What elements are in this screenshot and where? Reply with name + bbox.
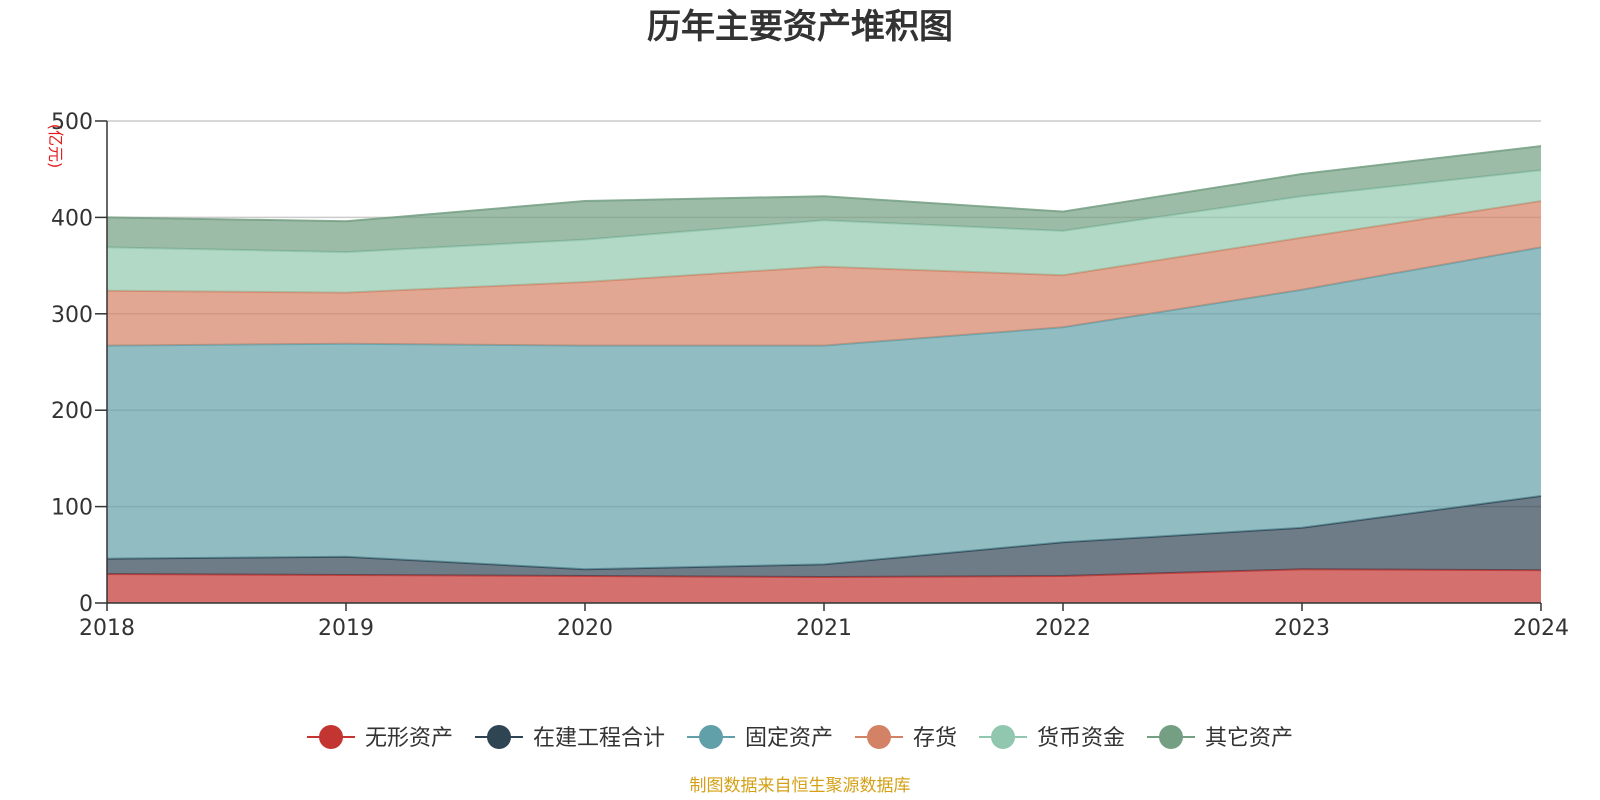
- legend-label: 其它资产: [1205, 726, 1293, 751]
- y-tick-label: 200: [51, 399, 93, 424]
- legend-marker-dot: [1159, 725, 1183, 749]
- data-point-5-3[interactable]: [821, 193, 827, 199]
- legend-item-2[interactable]: 固定资产: [687, 725, 833, 751]
- legend-item-4[interactable]: 货币资金: [979, 725, 1125, 751]
- y-axis-unit-label: (亿元): [46, 124, 65, 169]
- stacked-areas: [106, 143, 1544, 603]
- legend-marker-dot: [867, 725, 891, 749]
- legend-item-3[interactable]: 存货: [855, 725, 957, 751]
- area-series-1[interactable]: [107, 496, 1541, 577]
- data-point-5-5[interactable]: [1299, 171, 1305, 177]
- axes: 0 100 200 300 400 500 2018 2019 2020 2021 2022 2023…: [51, 110, 1569, 641]
- x-tick-label: 2024: [1513, 616, 1569, 641]
- legend-label: 在建工程合计: [533, 726, 665, 751]
- y-tick-label: 500: [51, 110, 93, 135]
- legend-marker-dot: [699, 725, 723, 749]
- area-series-0[interactable]: [107, 569, 1541, 603]
- data-point-5-1[interactable]: [343, 218, 349, 224]
- legend-item-0[interactable]: 无形资产: [307, 725, 453, 751]
- legend-label: 存货: [913, 726, 957, 751]
- data-point-5-4[interactable]: [1060, 209, 1066, 215]
- x-tick-label: 2020: [557, 616, 613, 641]
- legend-marker-dot: [487, 725, 511, 749]
- x-tick-label: 2022: [1035, 616, 1091, 641]
- area-series-4[interactable]: [107, 170, 1541, 293]
- y-tick-label: 0: [79, 592, 93, 617]
- legend-marker-dot: [319, 725, 343, 749]
- data-source-note: 制图数据来自恒生聚源数据库: [690, 776, 911, 796]
- legend-label: 无形资产: [365, 726, 453, 751]
- area-series-5[interactable]: [107, 146, 1541, 253]
- area-series-5-line: [106, 145, 1542, 223]
- data-point-5-2[interactable]: [582, 198, 588, 204]
- y-tick-label: 300: [51, 303, 93, 328]
- x-tick-label: 2021: [796, 616, 852, 641]
- y-tick-label: 400: [51, 206, 93, 231]
- x-tick-label: 2019: [318, 616, 374, 641]
- area-series-2[interactable]: [107, 247, 1541, 570]
- legend-label: 货币资金: [1037, 726, 1125, 751]
- y-tick-label: 100: [51, 496, 93, 521]
- x-tick-label: 2023: [1274, 616, 1330, 641]
- legend-marker-dot: [991, 725, 1015, 749]
- legend-item-5[interactable]: 其它资产: [1147, 725, 1293, 751]
- data-point-5-6[interactable]: [1538, 143, 1544, 149]
- legend-label: 固定资产: [745, 726, 833, 751]
- x-tick-label: 2018: [79, 616, 135, 641]
- legend-item-1[interactable]: 在建工程合计: [475, 725, 665, 751]
- area-series-3[interactable]: [107, 201, 1541, 346]
- legend[interactable]: 无形资产 在建工程合计 固定资产 存货 货币资金 其它资产: [307, 725, 1293, 751]
- chart-title: 历年主要资产堆积图: [647, 7, 953, 47]
